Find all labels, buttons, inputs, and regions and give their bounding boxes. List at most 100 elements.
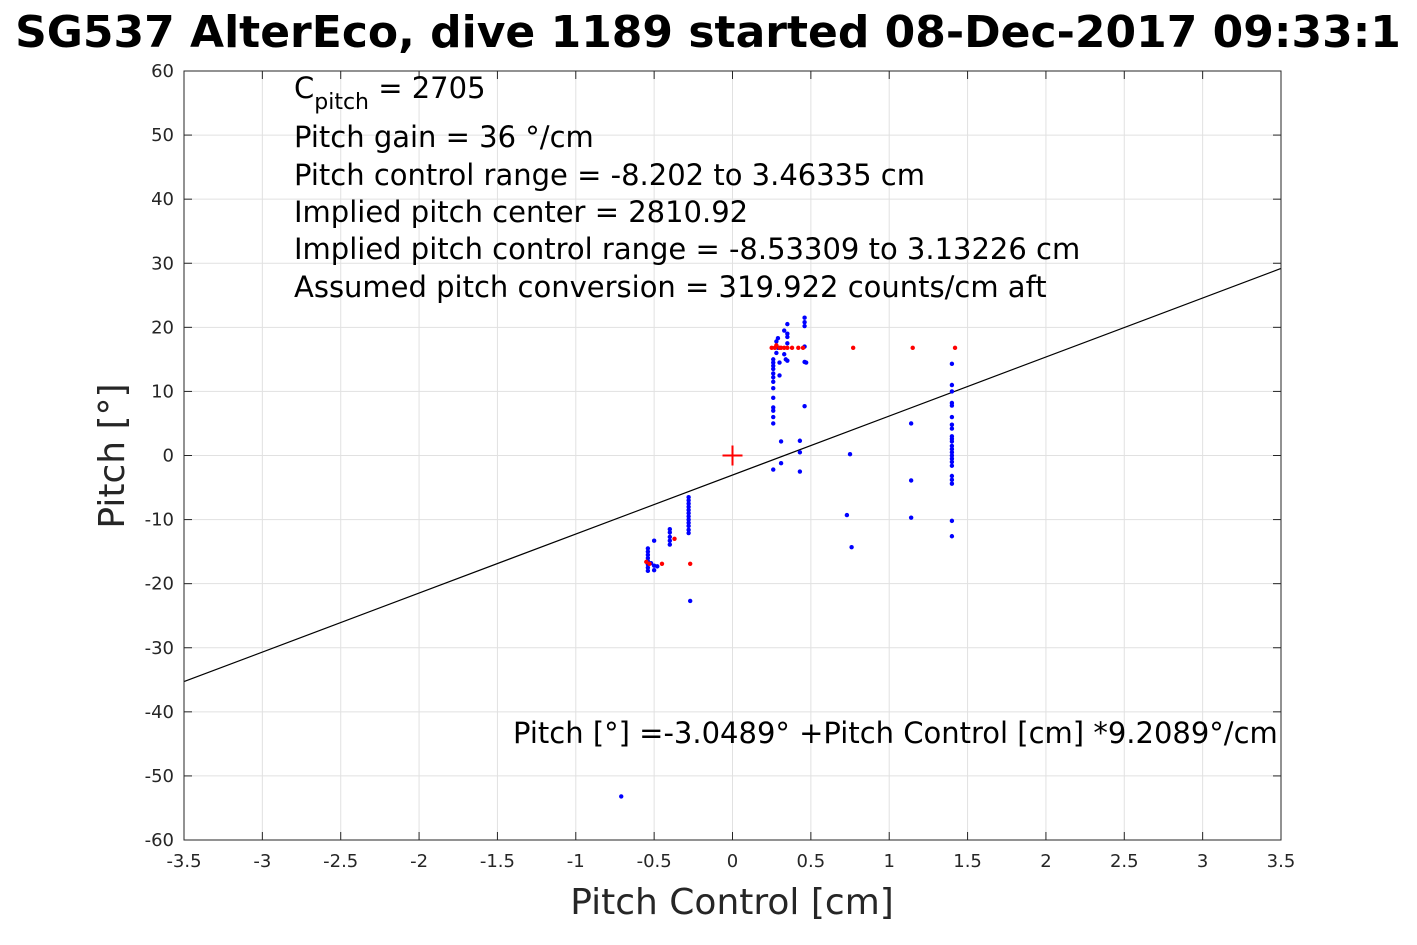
- x-axis-label: Pitch Control [cm]: [570, 882, 894, 923]
- data-point: [949, 439, 955, 444]
- y-tick-label: 10: [151, 381, 174, 402]
- data-point: [667, 542, 673, 547]
- data-point: [949, 473, 955, 479]
- data-point: [949, 518, 955, 524]
- data-point: [949, 443, 955, 449]
- data-point: [949, 459, 955, 465]
- data-point: [771, 408, 776, 413]
- data-point: [771, 386, 776, 391]
- data-point: [782, 328, 787, 333]
- c-pitch-annotation: Cpitch = 2705: [294, 71, 486, 115]
- data-point: [949, 389, 955, 394]
- y-tick-label: 30: [151, 253, 174, 274]
- data-point: [667, 530, 673, 535]
- data-point: [771, 371, 776, 376]
- data-point: [789, 345, 795, 351]
- c-pitch-subscript: pitch: [314, 90, 369, 115]
- axis-ticks: [183, 70, 1282, 841]
- data-point: [785, 345, 790, 351]
- x-tick-label: 3.5: [1267, 851, 1296, 872]
- data-point: [659, 561, 665, 567]
- data-point: [949, 534, 955, 539]
- data-point: [686, 501, 691, 506]
- data-point: [802, 403, 807, 409]
- data-point: [686, 514, 691, 519]
- pitch-control-range-annotation: Pitch control range = -8.202 to 3.46335 …: [294, 158, 925, 192]
- data-point: [686, 523, 691, 529]
- x-tick-label: -0.5: [637, 851, 672, 872]
- data-point: [771, 467, 776, 472]
- data-point: [686, 517, 691, 522]
- y-tick-label: -20: [145, 574, 174, 595]
- data-point: [655, 564, 660, 569]
- x-tick-label: -3.5: [166, 851, 201, 872]
- data-point: [645, 565, 651, 570]
- data-point: [672, 536, 677, 542]
- data-point: [771, 366, 776, 372]
- data-point: [774, 343, 779, 348]
- y-tick-label: 60: [151, 61, 174, 82]
- data-point: [771, 375, 776, 380]
- data-point: [686, 527, 691, 533]
- x-tick-label: 1: [883, 851, 894, 872]
- data-point: [771, 395, 776, 401]
- axis-tick-labels: -3.5 -3 -2.5 -2 -1.5 -1 -0.5 0 0.5 1 1.5 2 2.5 3 3.5 -6…: [145, 61, 1296, 872]
- data-point: [949, 463, 955, 468]
- y-axis-label: Pitch [°]: [92, 383, 133, 528]
- data-point: [647, 561, 652, 567]
- data-point: [778, 460, 784, 466]
- data-point: [796, 345, 801, 351]
- data-point: [645, 546, 651, 551]
- data-point: [803, 360, 809, 365]
- data-point: [797, 450, 803, 455]
- data-point: [949, 450, 955, 455]
- data-point: [771, 363, 776, 368]
- data-point: [771, 379, 776, 385]
- pitch-gain-annotation: Pitch gain = 36 °/cm: [294, 120, 594, 154]
- y-tick-label: 20: [151, 317, 174, 338]
- y-tick-label: 40: [151, 189, 174, 210]
- data-point: [802, 323, 807, 329]
- data-point: [949, 414, 955, 420]
- data-point: [686, 510, 691, 516]
- data-point: [849, 544, 854, 550]
- data-point: [949, 426, 955, 431]
- y-tick-label: -50: [145, 766, 174, 787]
- x-tick-label: 1.5: [953, 851, 982, 872]
- data-point: [797, 469, 803, 474]
- data-point: [949, 382, 955, 388]
- y-tick-label: -40: [145, 702, 174, 723]
- data-point: [619, 794, 624, 799]
- x-tick-label: -2: [410, 851, 428, 872]
- c-pitch-symbol: C: [294, 71, 314, 105]
- data-point: [645, 555, 651, 561]
- data-point: [777, 360, 782, 365]
- data-point: [667, 538, 673, 543]
- data-point: [686, 520, 691, 525]
- x-tick-label: 3: [1197, 851, 1208, 872]
- data-point: [949, 361, 955, 367]
- x-tick-label: 2.5: [1110, 851, 1139, 872]
- data-point: [949, 453, 955, 458]
- data-point: [686, 504, 691, 509]
- data-point: [771, 405, 776, 410]
- data-point: [651, 538, 657, 543]
- data-point: [686, 507, 691, 513]
- y-tick-label: 0: [163, 446, 174, 467]
- data-point: [771, 421, 776, 426]
- x-tick-label: 0.5: [797, 851, 826, 872]
- y-tick-label: -60: [145, 830, 174, 851]
- data-point: [785, 341, 790, 346]
- data-point: [769, 345, 774, 351]
- data-point: [949, 481, 955, 486]
- data-point: [844, 512, 850, 518]
- data-point: [949, 446, 955, 452]
- data-point: [777, 373, 782, 378]
- data-point: [667, 526, 673, 532]
- chart-title: SG537 AlterEco, dive 1189 started 08-Dec…: [15, 7, 1401, 58]
- data-point: [686, 498, 691, 503]
- y-tick-label: 50: [151, 125, 174, 146]
- data-point: [952, 345, 958, 351]
- x-tick-label: -1: [567, 851, 585, 872]
